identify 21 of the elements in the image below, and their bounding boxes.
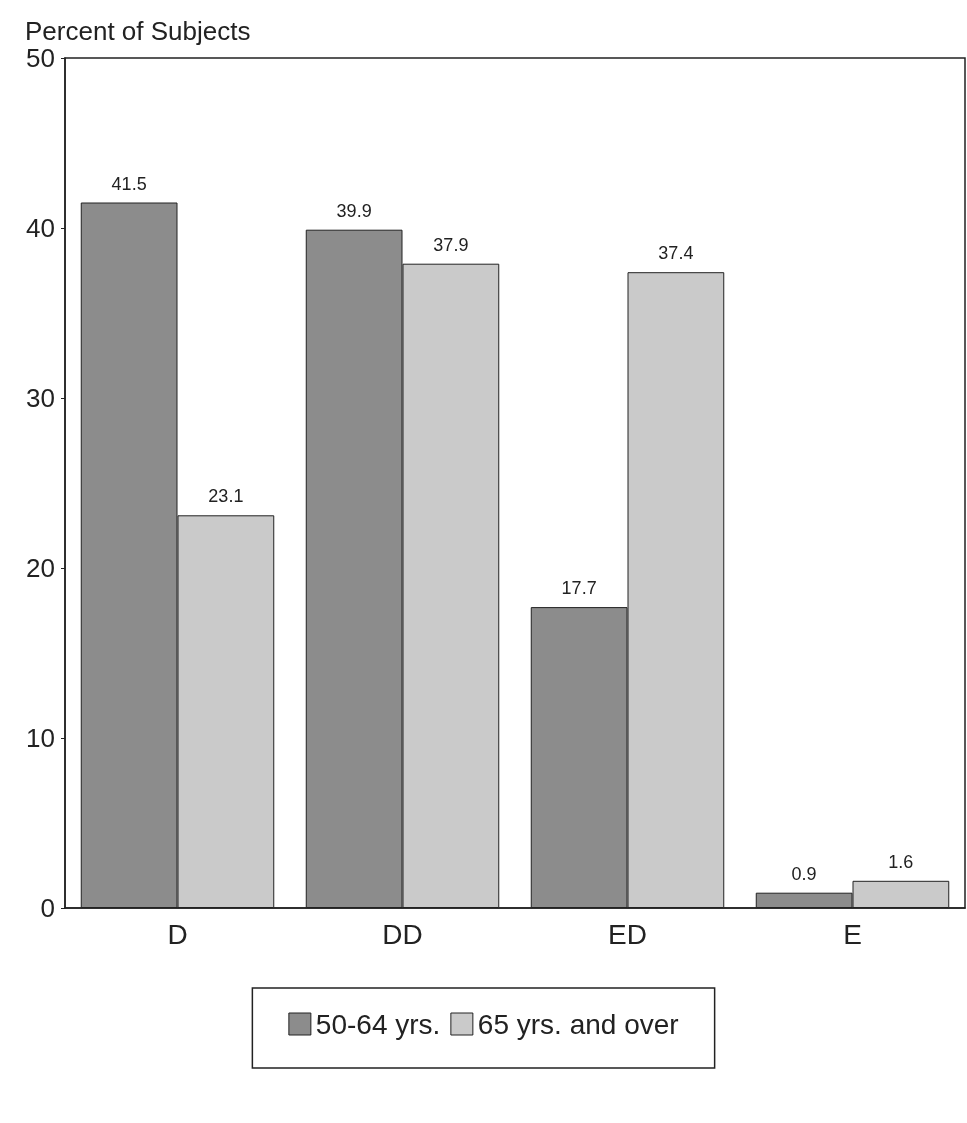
y-tick-label: 10	[26, 723, 55, 753]
data-label: 37.9	[433, 234, 469, 255]
legend-label: 50-64 yrs.	[315, 1008, 441, 1040]
y-tick-label: 30	[26, 383, 55, 413]
x-tick-label: DD	[382, 918, 423, 950]
y-tick-label: 0	[40, 893, 55, 923]
data-label: 17.7	[561, 578, 597, 599]
data-label: 1.6	[888, 851, 914, 872]
x-tick-label: D	[167, 918, 188, 950]
y-tick-label: 20	[26, 553, 55, 583]
legend-label: 65 yrs. and over	[477, 1008, 679, 1040]
data-label: 39.9	[336, 200, 372, 221]
x-tick-label: E	[843, 918, 862, 950]
data-label: 0.9	[791, 863, 817, 884]
y-tick-label: 50	[26, 43, 55, 73]
data-label: 37.4	[658, 243, 694, 264]
y-axis-title: Percent of Subjects	[25, 16, 251, 46]
x-tick-label: ED	[608, 918, 647, 950]
data-label: 41.5	[111, 173, 147, 194]
data-label: 23.1	[208, 486, 244, 507]
y-tick-label: 40	[26, 213, 55, 243]
